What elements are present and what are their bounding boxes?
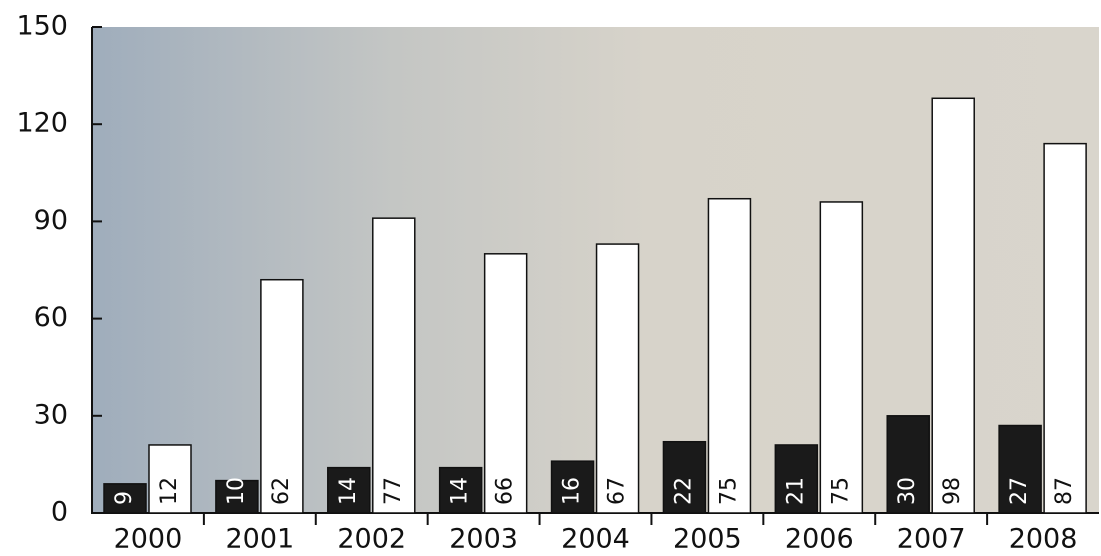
value-label: 9 <box>112 491 137 505</box>
bar <box>707 197 752 514</box>
x-tick-label: 2008 <box>1009 524 1078 555</box>
value-label: 14 <box>336 477 361 505</box>
bar <box>483 253 528 514</box>
value-label: 98 <box>940 477 965 505</box>
bar <box>327 466 371 514</box>
x-tick-label: 2002 <box>337 524 406 555</box>
value-label: 16 <box>560 477 585 505</box>
value-label: 22 <box>671 477 696 505</box>
value-label: 30 <box>895 477 920 505</box>
bar <box>774 444 819 514</box>
value-label: 66 <box>493 477 518 505</box>
bar <box>260 278 304 514</box>
bar <box>148 444 192 514</box>
y-tick-label: 60 <box>34 302 68 333</box>
value-label: 10 <box>224 477 249 505</box>
y-tick-label: 90 <box>34 205 68 236</box>
bar <box>1043 142 1087 514</box>
bar <box>215 479 259 514</box>
value-label: 75 <box>716 477 741 505</box>
plot-background <box>92 27 1099 513</box>
value-label: 12 <box>157 477 182 505</box>
bar <box>372 217 416 514</box>
value-label: 14 <box>448 477 473 505</box>
y-tick-label: 30 <box>34 399 68 430</box>
x-tick-label: 2000 <box>114 524 183 555</box>
bar <box>998 424 1042 514</box>
bar <box>931 97 975 514</box>
value-label: 27 <box>1007 477 1032 505</box>
x-tick-label: 2004 <box>561 524 630 555</box>
bar <box>886 415 930 514</box>
y-tick-label: 120 <box>16 108 68 139</box>
value-label: 21 <box>783 477 808 505</box>
value-label: 67 <box>605 477 630 505</box>
bar <box>103 483 147 514</box>
bar <box>550 460 595 514</box>
value-label: 77 <box>381 477 406 505</box>
x-tick-label: 2001 <box>225 524 294 555</box>
value-label: 87 <box>1052 477 1077 505</box>
bar <box>662 440 707 514</box>
x-tick-label: 2005 <box>673 524 742 555</box>
x-tick-label: 2007 <box>897 524 966 555</box>
y-tick-label: 150 <box>16 11 68 42</box>
y-tick-label: 0 <box>51 497 68 528</box>
bar <box>595 243 640 514</box>
x-tick-label: 2006 <box>785 524 854 555</box>
bar <box>438 466 483 514</box>
bar <box>819 201 864 514</box>
value-label: 62 <box>269 477 294 505</box>
x-tick-label: 2003 <box>449 524 518 555</box>
value-label: 75 <box>828 477 853 505</box>
